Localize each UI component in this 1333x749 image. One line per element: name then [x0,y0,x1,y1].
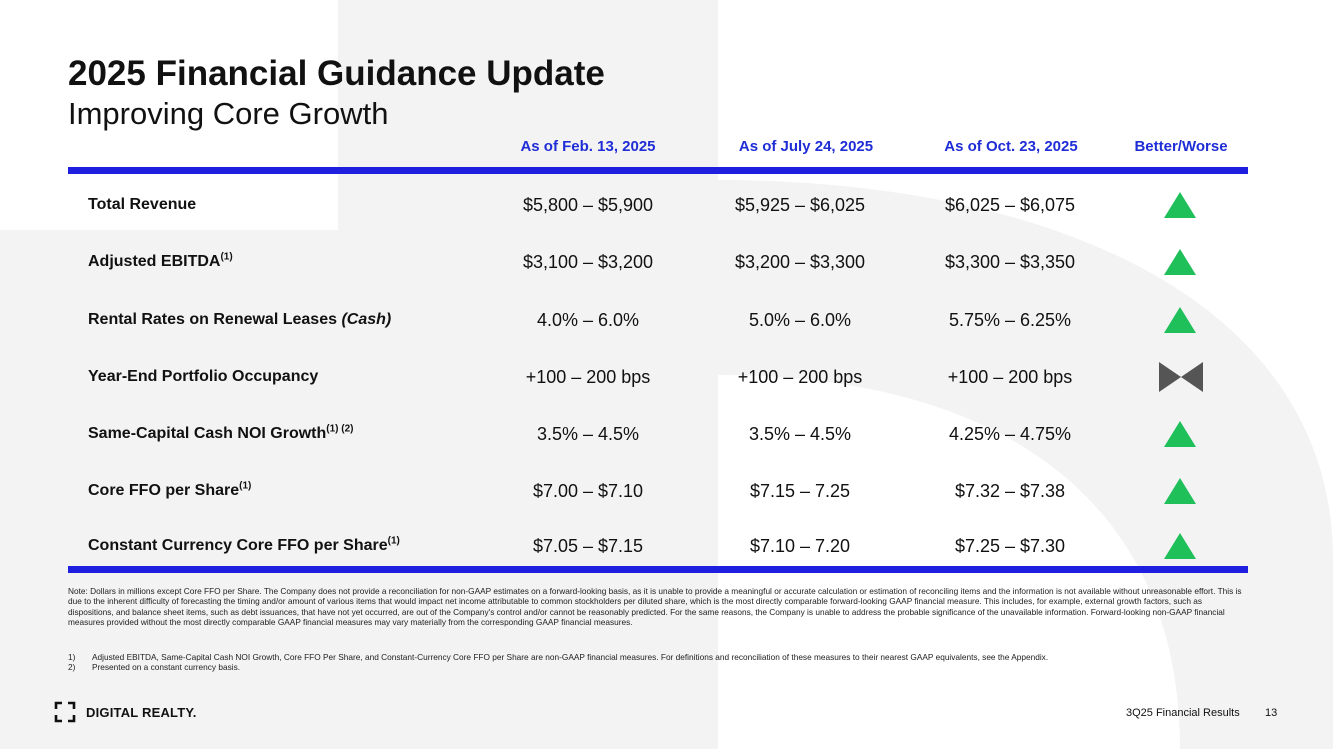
unchanged-bowtie-icon [1159,362,1203,392]
note-text: Note: Dollars in millions except Core FF… [68,586,1242,628]
column-header-feb: As of Feb. 13, 2025 [520,138,656,155]
page-number: 13 [1265,707,1278,719]
value-cell-oct: $3,300 – $3,350 [944,252,1076,272]
value-cell-feb: $5,800 – $5,900 [522,195,654,215]
value-cell-july: 3.5% – 4.5% [748,424,852,444]
row-label-text: Core FFO per Share [88,482,240,499]
value-cell-feb: +100 – 200 bps [525,367,651,387]
row-label-text: Constant Currency Core FFO per Share [88,537,388,554]
value-cell-feb: $7.05 – $7.15 [532,536,644,556]
bracket-logo-icon [54,701,76,723]
column-header-better-worse: Better/Worse [1134,138,1228,155]
footnote-reference: (1) (2) [326,423,354,435]
value-cell-oct: $6,025 – $6,075 [944,195,1076,215]
footnote-2-text: Presented on a constant currency basis. [92,662,241,672]
column-header-july: As of July 24, 2025 [738,138,874,155]
table-row: Same-Capital Cash NOI Growth(1) (2) 3.5% … [0,414,1333,454]
value-cell-oct: $7.25 – $7.30 [954,536,1066,556]
row-label-qualifier: (Cash) [341,311,392,328]
row-label: Core FFO per Share(1) [88,471,251,511]
value-cell-july: $3,200 – $3,300 [734,252,866,272]
better-triangle-icon [1164,478,1196,504]
value-cell-oct: 5.75% – 6.25% [948,310,1072,330]
row-label-text: Year-End Portfolio Occupancy [88,368,319,385]
row-label-text: Adjusted EBITDA [88,253,221,270]
page-subtitle: Improving Core Growth [68,96,389,131]
table-row: Core FFO per Share(1) $7.00 – $7.10 $7.15 … [0,471,1333,511]
table-row: Constant Currency Core FFO per Share(1) $… [0,526,1333,566]
value-cell-july: +100 – 200 bps [737,367,863,387]
value-cell-july: $5,925 – $6,025 [734,195,866,215]
value-cell-july: $7.10 – 7.20 [749,536,851,556]
value-cell-feb: 4.0% – 6.0% [536,310,640,330]
value-cell-feb: $7.00 – $7.10 [532,481,644,501]
footnote-1: 1) Adjusted EBITDA, Same-Capital Cash NOI… [68,652,1048,662]
row-label: Rental Rates on Renewal Leases (Cash) [88,300,391,340]
row-label: Constant Currency Core FFO per Share(1) [88,526,400,566]
better-triangle-icon [1164,192,1196,218]
value-cell-oct: 4.25% – 4.75% [948,424,1072,444]
row-label-text: Total Revenue [88,196,197,213]
footnote-2-number: 2) [68,662,76,672]
better-triangle-icon [1164,307,1196,333]
page-title: 2025 Financial Guidance Update [68,54,605,93]
table-row: Adjusted EBITDA(1) $3,100 – $3,200 $3,200 … [0,242,1333,282]
table-row: Total Revenue $5,800 – $5,900 $5,925 – $6,… [0,185,1333,225]
column-header-oct: As of Oct. 23, 2025 [944,138,1078,155]
value-cell-oct: $7.32 – $7.38 [954,481,1066,501]
footer-label: 3Q25 Financial Results [1126,707,1240,719]
value-cell-feb: 3.5% – 4.5% [536,424,640,444]
footnote-1-text: Adjusted EBITDA, Same-Capital Cash NOI G… [92,652,1049,662]
value-cell-oct: +100 – 200 bps [947,367,1073,387]
table-row: Year-End Portfolio Occupancy +100 – 200 b… [0,357,1333,397]
value-cell-july: 5.0% – 6.0% [748,310,852,330]
table-top-rule [68,167,1248,174]
table-row: Rental Rates on Renewal Leases (Cash) 4.0… [0,300,1333,340]
row-label-text: Same-Capital Cash NOI Growth [88,425,327,442]
row-label: Total Revenue [88,185,196,225]
value-cell-july: $7.15 – 7.25 [749,481,851,501]
better-triangle-icon [1164,533,1196,559]
row-label: Same-Capital Cash NOI Growth(1) (2) [88,414,354,454]
footnote-reference: (1) [387,535,400,547]
logo-wordmark: DIGITAL REALTY. [86,704,197,720]
footnote-reference: (1) [220,251,233,263]
footnote-reference: (1) [239,480,252,492]
row-label: Year-End Portfolio Occupancy [88,357,318,397]
value-cell-feb: $3,100 – $3,200 [522,252,654,272]
row-label: Adjusted EBITDA(1) [88,242,233,282]
better-triangle-icon [1164,421,1196,447]
footnote-2: 2) Presented on a constant currency basis… [68,662,240,672]
row-label-text: Rental Rates on Renewal Leases [88,311,342,328]
table-bottom-rule [68,566,1248,573]
digital-realty-logo: DIGITAL REALTY. [54,701,197,723]
better-triangle-icon [1164,249,1196,275]
footnote-1-number: 1) [68,652,76,662]
